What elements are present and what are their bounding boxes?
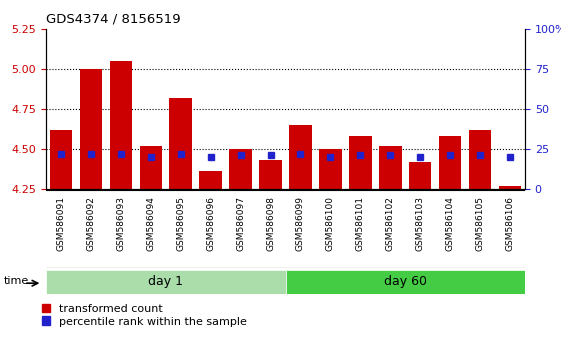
Bar: [140, 146, 162, 189]
Text: GSM586106: GSM586106: [505, 196, 514, 251]
Bar: [80, 69, 102, 189]
Text: GSM586101: GSM586101: [356, 196, 365, 251]
Bar: [349, 136, 371, 189]
Text: day 1: day 1: [148, 275, 183, 289]
Bar: [229, 149, 252, 189]
Text: GSM586098: GSM586098: [266, 196, 275, 251]
Text: GDS4374 / 8156519: GDS4374 / 8156519: [46, 13, 181, 26]
Bar: [499, 186, 521, 189]
Text: GSM586096: GSM586096: [206, 196, 215, 251]
Text: GSM586099: GSM586099: [296, 196, 305, 251]
Bar: [379, 146, 402, 189]
Text: day 60: day 60: [384, 275, 427, 289]
Bar: [319, 149, 342, 189]
Bar: [439, 136, 461, 189]
Legend: transformed count, percentile rank within the sample: transformed count, percentile rank withi…: [42, 304, 247, 326]
Text: GSM586092: GSM586092: [86, 196, 95, 251]
Bar: [289, 125, 312, 189]
Bar: [259, 160, 282, 189]
Text: GSM586100: GSM586100: [326, 196, 335, 251]
Text: GSM586103: GSM586103: [416, 196, 425, 251]
Text: GSM586105: GSM586105: [476, 196, 485, 251]
Bar: [199, 171, 222, 189]
Bar: [286, 270, 525, 294]
Text: GSM586093: GSM586093: [116, 196, 125, 251]
Text: GSM586095: GSM586095: [176, 196, 185, 251]
Text: GSM586097: GSM586097: [236, 196, 245, 251]
Text: GSM586091: GSM586091: [57, 196, 66, 251]
Bar: [46, 270, 286, 294]
Text: GSM586104: GSM586104: [445, 196, 454, 251]
Bar: [409, 162, 431, 189]
Text: GSM586102: GSM586102: [386, 196, 395, 251]
Bar: [169, 98, 192, 189]
Bar: [469, 130, 491, 189]
Text: time: time: [4, 276, 29, 286]
Bar: [50, 130, 72, 189]
Text: GSM586094: GSM586094: [146, 196, 155, 251]
Bar: [109, 61, 132, 189]
